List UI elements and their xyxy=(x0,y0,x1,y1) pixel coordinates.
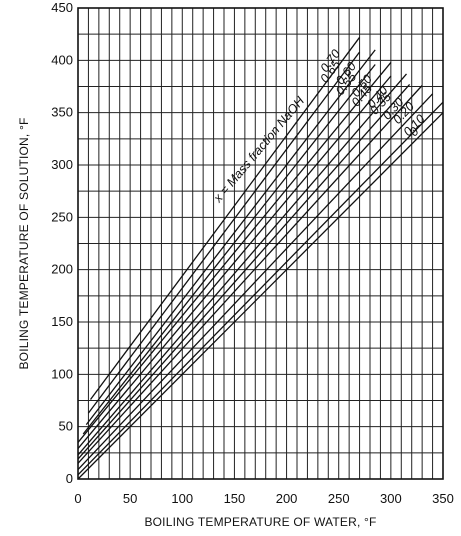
grid xyxy=(78,8,443,479)
y-tick-label: 50 xyxy=(59,419,73,434)
x-tick-label: 50 xyxy=(123,491,137,506)
x-tick-labels: 0 50 100 150 200 250 300 350 xyxy=(74,491,453,506)
x-tick-label: 300 xyxy=(380,491,402,506)
x-tick-label: 150 xyxy=(224,491,246,506)
series-line-0.40 xyxy=(77,73,407,456)
x-tick-label: 350 xyxy=(432,491,454,506)
plot-frame xyxy=(77,7,444,480)
series-lines xyxy=(77,36,444,480)
y-tick-label: 0 xyxy=(66,471,73,486)
y-tick-label: 300 xyxy=(51,157,73,172)
y-tick-label: 450 xyxy=(51,0,73,15)
legend-title: x = Mass fraction NaOH xyxy=(210,93,308,205)
y-tick-label: 200 xyxy=(51,262,73,277)
series-line-0.35 xyxy=(77,83,411,460)
x-axis-title: BOILING TEMPERATURE OF WATER, °F xyxy=(144,515,376,529)
series-line-0.10 xyxy=(77,101,444,476)
series-line-0.70 xyxy=(89,36,361,400)
series-line-0.30 xyxy=(77,85,423,464)
y-axis-title: BOILING TEMPERATURE OF SOLUTION, °F xyxy=(17,117,31,369)
x-tick-label: 250 xyxy=(328,491,350,506)
y-tick-label: 150 xyxy=(51,314,73,329)
series-line-0.55 xyxy=(82,64,376,435)
y-tick-labels: 0 50 100 150 200 250 300 350 400 450 xyxy=(51,0,73,486)
y-tick-label: 350 xyxy=(51,105,73,120)
series-line-0.65 xyxy=(87,51,361,414)
series-line-0.20 xyxy=(77,93,434,471)
series-line-0.45 xyxy=(77,75,392,450)
x-tick-label: 200 xyxy=(276,491,298,506)
series-line-0.60 xyxy=(85,49,376,425)
series-line-0 xyxy=(77,112,444,480)
y-tick-label: 400 xyxy=(51,52,73,67)
series-line-0.50 xyxy=(77,61,392,443)
y-tick-label: 250 xyxy=(51,209,73,224)
x-tick-label: 0 xyxy=(74,491,81,506)
x-tick-label: 100 xyxy=(171,491,193,506)
y-tick-label: 100 xyxy=(51,366,73,381)
